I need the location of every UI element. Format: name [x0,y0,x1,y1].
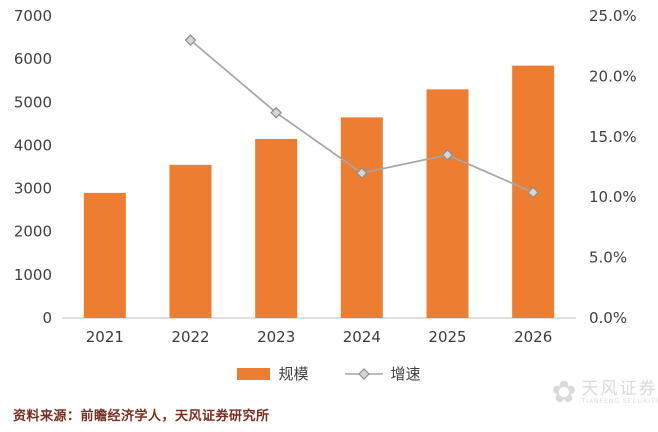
legend-label-scale: 规模 [278,365,309,383]
chart-legend: 规模 增速 [0,363,658,384]
bar-2021[interactable] [83,192,126,318]
left-axis-tick: 1000 [14,266,52,284]
left-axis-tick: 2000 [14,223,52,241]
growth-marker[interactable] [184,34,197,47]
right-axis-tick: 25.0% [589,7,637,25]
growth-marker[interactable] [270,106,283,119]
x-axis-label-2024: 2024 [343,328,381,346]
left-axis-tick: 5000 [14,93,52,111]
line-legend-swatch-icon [344,367,383,380]
starburst-logo-icon: ✿ [551,375,577,410]
left-axis-tick: 4000 [14,136,52,154]
bar-2025[interactable] [426,89,469,318]
bar-2022[interactable] [169,164,212,318]
source-note: 资料来源：前瞻经济学人，天风证券研究所 [13,409,270,424]
chart-plot-area: 0 1000 2000 3000 4000 5000 6000 7000 0.0% 5.0% 10.… [14,7,637,346]
x-axis-label-2022: 2022 [171,328,209,346]
legend-item-scale[interactable]: 规模 [237,363,309,384]
right-axis-tick: 0.0% [589,309,627,327]
x-axis-label-2025: 2025 [428,328,466,346]
bar-2023[interactable] [255,138,298,318]
left-axis-tick: 6000 [14,50,52,68]
growth-marker[interactable] [441,149,454,161]
legend-item-growth[interactable]: 增速 [344,363,421,384]
watermark-text: 天风证券 TIANFENG SECURITIES [581,378,658,405]
right-axis-tick: 10.0% [589,188,637,206]
left-axis-tick: 0 [42,309,52,327]
x-axis-label-2023: 2023 [257,328,295,346]
growth-marker[interactable] [527,186,540,199]
left-axis-tick: 7000 [14,7,52,25]
right-axis-tick: 5.0% [589,249,627,267]
tianfeng-watermark: ✿ 天风证券 TIANFENG SECURITIES [551,378,658,408]
growth-marker[interactable] [355,167,368,179]
x-axis-label-2026: 2026 [514,328,552,346]
left-axis-tick: 3000 [14,180,52,198]
bar-legend-swatch-icon [237,367,271,380]
watermark-main-text: 天风证券 [581,378,658,399]
x-axis-label-2021: 2021 [86,328,124,346]
bar-2024[interactable] [340,117,383,318]
watermark-sub-text: TIANFENG SECURITIES [581,397,658,405]
legend-label-growth: 增速 [390,365,421,383]
right-axis-tick: 20.0% [589,67,637,85]
right-axis-tick: 15.0% [589,128,637,146]
